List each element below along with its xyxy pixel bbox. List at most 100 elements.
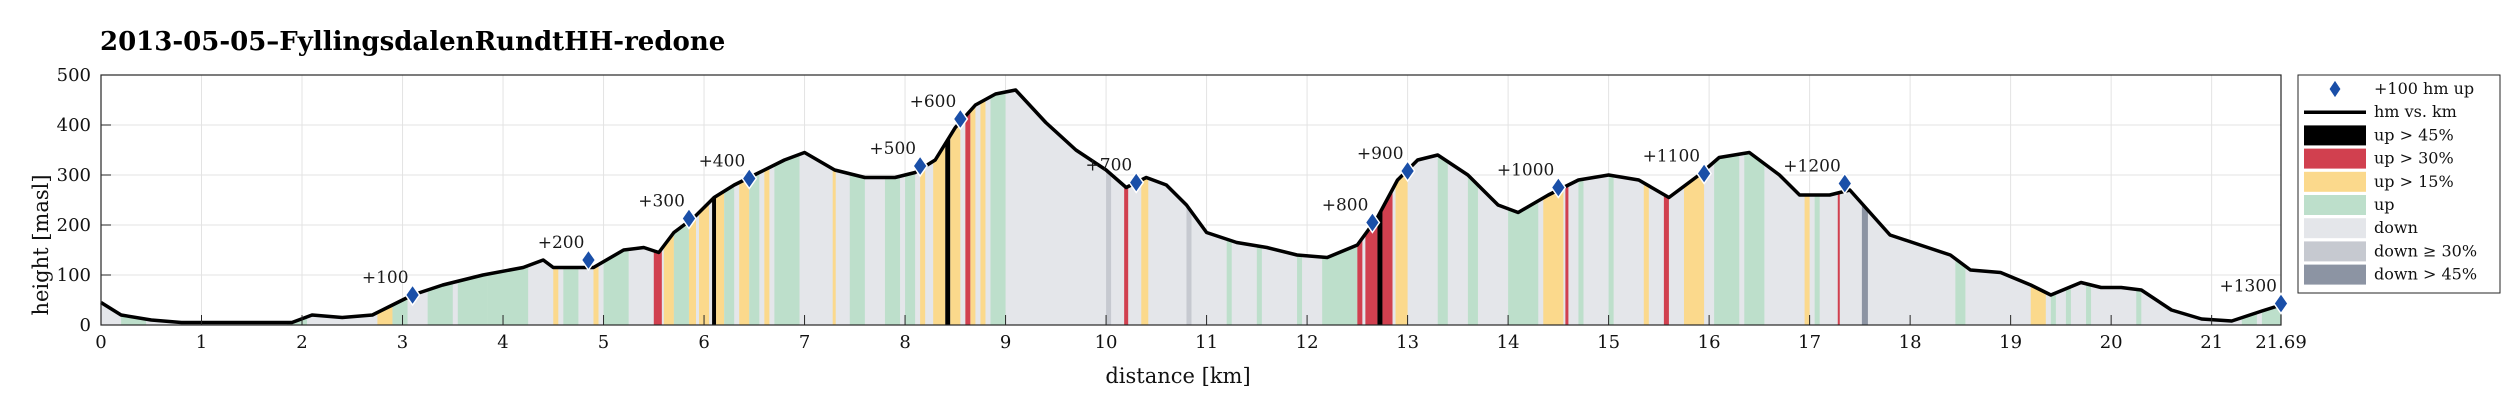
segment-up-gt-15	[377, 305, 393, 325]
legend-swatch-up-gt-30	[2304, 148, 2366, 169]
x-tick-label: 3	[397, 332, 408, 353]
segment-up	[1226, 239, 1232, 325]
hm-marker-label: +1200	[1783, 157, 1841, 177]
segment-up-gt-45	[712, 196, 717, 325]
segment-up-gt-15	[739, 177, 750, 325]
segment-up-gt-15	[970, 105, 976, 325]
segment-up-gt-15	[688, 215, 697, 325]
segment-up-gt-15	[1543, 187, 1564, 325]
segment-up-gt-30	[1663, 194, 1669, 325]
y-tick-label: 500	[57, 65, 91, 86]
segment-up-gt-15	[1141, 177, 1149, 325]
legend-marker-swatch	[2328, 79, 2342, 99]
segment-up	[2136, 289, 2142, 325]
segment-down-gt-45	[1861, 203, 1868, 325]
legend-swatch-up	[2304, 195, 2366, 215]
hm-marker	[404, 283, 421, 307]
x-axis-label: distance [km]	[1105, 364, 1250, 388]
segment-up	[1578, 179, 1584, 325]
segment-up	[884, 176, 901, 325]
legend-swatch-up-gt-15	[2304, 171, 2366, 192]
x-tick-label: 14	[1497, 332, 1520, 353]
hm-marker	[681, 207, 697, 230]
x-tick-label: 7	[799, 332, 810, 353]
segment-down-gt-30	[1186, 205, 1192, 325]
hm-marker-label: +1000	[1497, 161, 1555, 181]
hm-marker-label: +700	[1086, 156, 1133, 176]
legend-label: down > 45%	[2374, 265, 2477, 284]
x-tick-label: 17	[1798, 332, 1821, 353]
y-tick-label: 100	[57, 265, 91, 286]
x-tick-label: 16	[1698, 332, 1721, 353]
segment-up-gt-30	[1837, 192, 1840, 325]
x-tick-label: 15	[1597, 332, 1620, 353]
segment-up-gt-15	[1689, 170, 1705, 325]
hm-marker-label: +100	[362, 268, 409, 288]
segment-up	[2050, 292, 2056, 325]
segment-up-gt-15	[1395, 170, 1408, 325]
y-tick-label: 300	[57, 165, 91, 186]
x-tick-label: 21.69	[2255, 332, 2307, 353]
x-tick-label: 4	[497, 332, 508, 353]
legend-label: +100 hm up	[2374, 79, 2474, 98]
segment-up	[487, 265, 529, 325]
segment-up-gt-15	[1643, 182, 1649, 325]
hm-marker	[1128, 171, 1145, 194]
segment-up-gt-30	[1365, 217, 1378, 325]
segment-up	[1714, 154, 1740, 325]
x-tick-label: 0	[95, 332, 106, 353]
hm-marker	[2273, 292, 2289, 315]
hm-marker	[741, 167, 758, 190]
segment-up-gt-15	[832, 168, 836, 325]
segment-up	[603, 249, 629, 325]
segment-up-gt-45	[945, 135, 951, 325]
segment-up	[724, 185, 735, 325]
segment-up-gt-15	[553, 267, 559, 325]
segment-up	[1322, 245, 1358, 325]
x-tick-label: 2	[296, 332, 307, 353]
segment-up-gt-15	[950, 121, 961, 325]
x-tick-label: 11	[1195, 332, 1218, 353]
x-tick-label: 6	[698, 332, 709, 353]
segment-up	[749, 172, 760, 325]
segment-up-gt-15	[716, 191, 725, 325]
plot-area: 0 1 2 3 4 5 6 7 8 9 10 11 12 13 14 15 16 17 18 19 20 21 21.690…	[57, 65, 2307, 353]
x-tick-label: 13	[1396, 332, 1419, 353]
segment-up	[774, 154, 800, 325]
x-tick-label: 21	[2200, 332, 2223, 353]
hm-marker-label: +400	[699, 152, 746, 172]
x-tick-label: 12	[1296, 332, 1319, 353]
x-tick-label: 5	[598, 332, 609, 353]
segment-up-gt-15	[1804, 195, 1810, 325]
hm-marker	[1550, 176, 1567, 199]
legend-swatch-down-gt-45	[2304, 264, 2366, 285]
segment-up	[1297, 255, 1303, 325]
legend-label: up > 30%	[2374, 149, 2454, 168]
x-tick-label: 10	[1095, 332, 1118, 353]
segment-up-gt-30	[1357, 238, 1363, 325]
segment-up	[1744, 152, 1765, 325]
segment-up	[563, 267, 579, 325]
segment-up	[2086, 283, 2092, 325]
y-tick-label: 200	[57, 215, 91, 236]
segment-up-gt-15	[663, 232, 674, 325]
segment-up-gt-15	[980, 99, 986, 325]
hm-marker	[952, 107, 969, 131]
hm-marker-label: +900	[1357, 144, 1404, 164]
hm-marker	[912, 154, 929, 178]
hm-marker	[1696, 162, 1713, 185]
hm-marker-label: +600	[910, 92, 957, 112]
segment-up-gt-30	[965, 110, 971, 325]
segment-up-gt-15	[920, 166, 926, 325]
segment-up	[1256, 245, 1262, 325]
segment-up-gt-15	[764, 167, 770, 325]
hm-marker-label: +300	[638, 192, 685, 212]
y-axis-label: height [masl]	[29, 174, 53, 315]
segment-up	[1508, 200, 1539, 325]
segment-up-gt-30	[1124, 185, 1129, 325]
segment-up	[849, 173, 865, 325]
segment-up-gt-15	[933, 143, 946, 325]
segment-up-gt-45	[1377, 208, 1383, 325]
x-tick-label: 18	[1899, 332, 1922, 353]
